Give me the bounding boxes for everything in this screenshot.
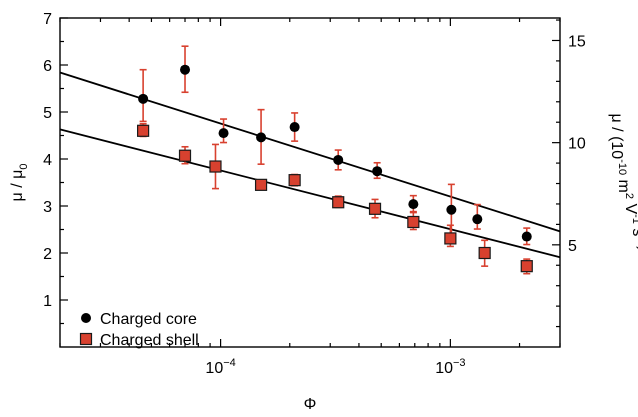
y-tick-label-left: 2 bbox=[43, 246, 52, 263]
data-markers bbox=[137, 64, 533, 273]
y-axis-title-right: μ / (10-10 m2 V-1 s-1) bbox=[608, 114, 638, 252]
data-point-charged-core bbox=[289, 122, 300, 133]
legend-marker-charged-shell bbox=[79, 332, 93, 346]
data-point-charged-core bbox=[138, 93, 149, 104]
y-tick-label-right: 15 bbox=[568, 33, 586, 50]
y-tick-label-left: 6 bbox=[43, 58, 52, 75]
data-point-charged-core bbox=[218, 128, 229, 139]
data-point-charged-shell bbox=[444, 232, 457, 245]
data-point-charged-core bbox=[256, 132, 267, 143]
y-tick-label-left: 5 bbox=[43, 105, 52, 122]
data-point-charged-shell bbox=[332, 196, 345, 209]
x-tick-label: 10−3 bbox=[435, 357, 465, 377]
y-tick-label-right: 5 bbox=[568, 238, 577, 255]
axis-labels: 10−4 10−3 1 2 3 4 5 6 7 5 10 15 Φμ / μ0 μ / (10-10 m2… bbox=[9, 11, 638, 413]
data-point-charged-shell bbox=[407, 215, 420, 229]
legend-label: Charged shell bbox=[100, 332, 199, 349]
fit-line bbox=[59, 71, 561, 233]
data-point-charged-core bbox=[521, 231, 532, 242]
data-point-charged-core bbox=[180, 64, 191, 75]
data-point-charged-shell bbox=[178, 149, 192, 162]
fit-lines bbox=[59, 71, 561, 259]
data-point-charged-core bbox=[372, 166, 383, 177]
axes bbox=[59, 17, 561, 348]
y-tick-label-left: 1 bbox=[43, 293, 52, 310]
y-tick-label-left: 3 bbox=[43, 199, 52, 216]
legend: Charged core Charged shell bbox=[79, 311, 199, 349]
x-axis-title: Φ bbox=[304, 396, 317, 413]
data-point-charged-shell bbox=[137, 124, 150, 137]
x-tick-label: 10−4 bbox=[205, 357, 235, 377]
data-point-charged-core bbox=[472, 214, 483, 225]
y-axis-title-left: μ / μ0 bbox=[9, 164, 30, 202]
plot-frame bbox=[59, 17, 561, 348]
data-point-charged-shell bbox=[254, 178, 268, 191]
y-tick-label-left: 7 bbox=[43, 11, 52, 28]
data-point-charged-shell bbox=[209, 160, 222, 173]
legend-marker-charged-core bbox=[81, 313, 91, 323]
legend-label: Charged core bbox=[100, 311, 197, 328]
data-point-charged-shell bbox=[368, 202, 382, 215]
fit-line bbox=[59, 128, 561, 259]
data-point-charged-core bbox=[408, 199, 419, 210]
data-point-charged-shell bbox=[520, 260, 533, 273]
data-point-charged-shell bbox=[478, 246, 491, 260]
y-tick-label-left: 4 bbox=[43, 152, 52, 169]
data-point-charged-core bbox=[333, 154, 344, 165]
data-point-charged-shell bbox=[288, 174, 301, 187]
y-tick-label-right: 10 bbox=[568, 136, 586, 153]
data-point-charged-core bbox=[446, 204, 457, 215]
